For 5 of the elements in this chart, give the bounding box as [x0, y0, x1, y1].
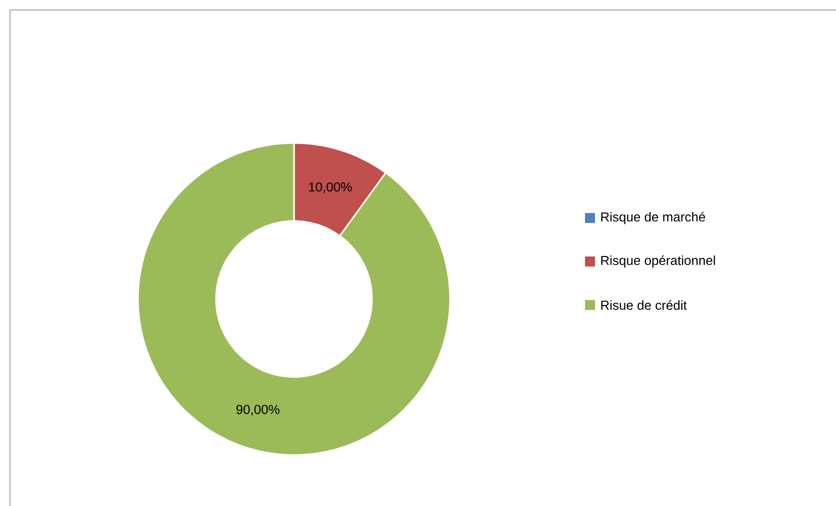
- data-label: 10,00%: [309, 182, 352, 194]
- legend-label: Risque de marché: [601, 212, 706, 224]
- legend-label: Risque opérationnel: [601, 255, 715, 268]
- legend-label: Risue de crédit: [601, 300, 687, 310]
- data-label: 90,00%: [236, 404, 280, 416]
